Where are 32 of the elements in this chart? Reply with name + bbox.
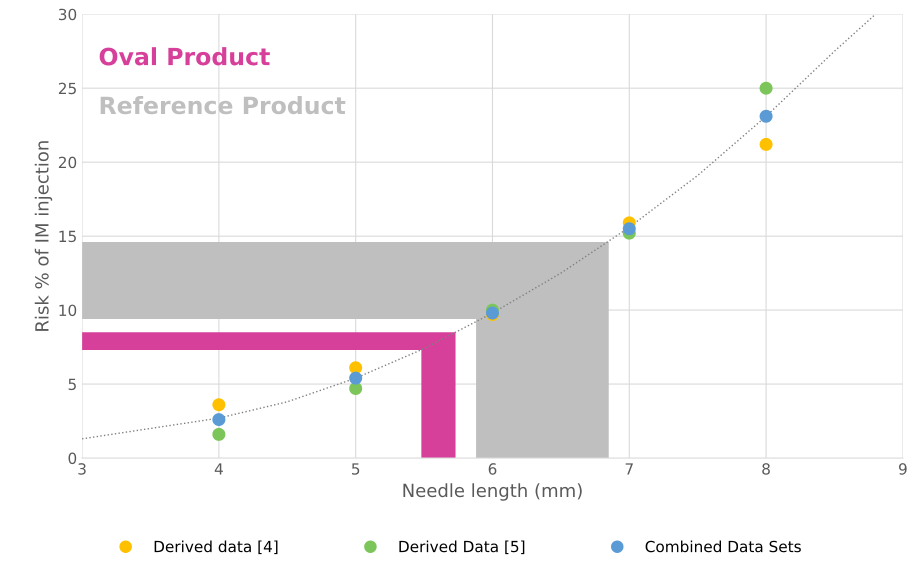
y-tick-label: 10 xyxy=(59,304,76,316)
y-tick-label: 15 xyxy=(59,230,76,242)
y-tick-label: 25 xyxy=(58,82,76,94)
x-tick-label: 9 xyxy=(898,463,907,475)
point xyxy=(760,138,773,151)
point xyxy=(622,222,636,236)
point xyxy=(349,382,362,396)
annotation: Reference Product xyxy=(100,96,346,114)
x-tick-label: 4 xyxy=(214,463,223,475)
legend-label: Derived Data [5] xyxy=(399,540,524,554)
y-tick-label: 5 xyxy=(68,378,76,390)
point xyxy=(349,361,362,374)
y-tick-label: 30 xyxy=(58,8,76,20)
line-series xyxy=(82,14,876,440)
y-tick-label: 20 xyxy=(58,156,76,168)
point xyxy=(349,372,362,385)
point xyxy=(212,398,226,412)
x-tick-label: 8 xyxy=(762,463,770,475)
x-tick-label: 7 xyxy=(626,463,633,475)
annotation: Oval Product xyxy=(100,47,270,66)
point xyxy=(212,413,226,426)
x-tick-label: 3 xyxy=(78,463,86,475)
point xyxy=(760,110,773,123)
y-tick-label: 0 xyxy=(68,452,76,464)
point xyxy=(760,82,773,95)
legend-label: Derived data [4] xyxy=(154,540,278,554)
x-tick-label: 5 xyxy=(352,463,360,475)
y-axis-title: Risk % of IM injection xyxy=(34,141,52,331)
legend-label: Combined Data Sets xyxy=(646,540,801,552)
x-axis-title: Needle length (mm) xyxy=(403,483,582,501)
point xyxy=(212,428,226,441)
x-tick-label: 6 xyxy=(488,463,496,475)
